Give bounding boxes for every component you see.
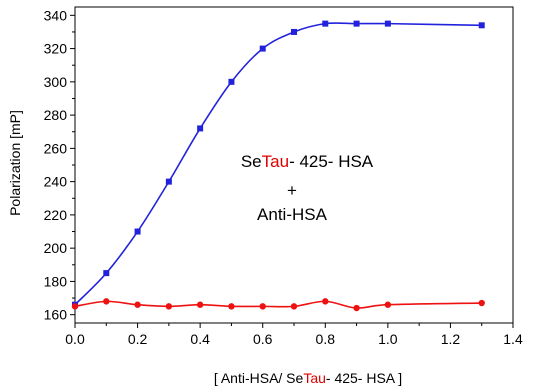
series-0-point [259, 45, 266, 52]
series-0-point [322, 20, 329, 27]
y-axis-title: Polarization [mP] [7, 110, 23, 216]
annotation-line-3: Anti-HSA [257, 205, 328, 224]
series-layer [71, 20, 485, 312]
plot-area: 0.0 0.2 0.4 0.6 0.8 1.0 1.2 1.4 160 180 200 220 240… [44, 6, 523, 347]
series-0-point [384, 20, 391, 27]
x-axis-title-part-tau: Tau [303, 370, 326, 386]
x-tick-label: 1.4 [503, 331, 523, 347]
x-axis: 0.0 0.2 0.4 0.6 0.8 1.0 1.2 1.4 [65, 323, 523, 347]
series-0-point [197, 125, 204, 132]
series-1-point [228, 303, 235, 310]
x-tick-label: 1.2 [441, 331, 461, 347]
y-axis: 160 180 200 220 240 260 280 300 320 340 [44, 7, 75, 323]
y-tick-label: 260 [44, 140, 68, 156]
y-tick-label: 320 [44, 41, 68, 57]
series-0-point [353, 20, 360, 27]
series-1-point [322, 298, 329, 305]
annotation: SeTau- 425- HSA + Anti-HSA [241, 152, 374, 224]
y-tick-label: 200 [44, 240, 68, 256]
series-0-point [165, 178, 172, 185]
annotation-rest: - 425- HSA [289, 152, 374, 171]
series-0-point [134, 228, 141, 235]
y-tick-label: 180 [44, 273, 68, 289]
x-axis-title: [ Anti-HSA/ SeTau- 425- HSA ] [214, 370, 402, 386]
y-tick-label: 160 [44, 307, 68, 323]
x-tick-label: 0.4 [190, 331, 210, 347]
series-1-point [384, 301, 392, 308]
y-tick-label: 240 [44, 174, 68, 190]
series-1-point [290, 303, 298, 310]
annotation-tau: Tau [262, 152, 289, 171]
y-tick-label: 340 [44, 7, 68, 23]
series-1-point [134, 301, 141, 308]
series-1-point [71, 303, 79, 310]
annotation-line-1: SeTau- 425- HSA [241, 152, 374, 171]
series-1-point [196, 301, 204, 308]
series-1-point [259, 303, 266, 310]
series-0-point [103, 270, 110, 277]
series-1-point [103, 298, 110, 305]
x-axis-title-part-end: - 425- HSA ] [326, 370, 402, 386]
y-tick-label: 220 [44, 207, 68, 223]
y-tick-label: 280 [44, 107, 68, 123]
x-tick-label: 0.2 [128, 331, 148, 347]
series-1-point [353, 304, 360, 312]
series-0-point [228, 78, 235, 85]
y-tick-label: 300 [44, 74, 68, 90]
x-tick-label: 0.0 [65, 331, 85, 347]
x-tick-label: 0.8 [316, 331, 336, 347]
x-axis-title-part: [ Anti-HSA/ Se [214, 370, 304, 386]
series-0-point [478, 22, 485, 29]
annotation-line-2: + [287, 181, 297, 200]
series-1-point [165, 303, 173, 310]
x-tick-label: 0.6 [253, 331, 273, 347]
annotation-se: Se [241, 152, 262, 171]
series-1-point [478, 299, 485, 307]
x-tick-label: 1.0 [378, 331, 398, 347]
series-0-point [291, 28, 297, 35]
